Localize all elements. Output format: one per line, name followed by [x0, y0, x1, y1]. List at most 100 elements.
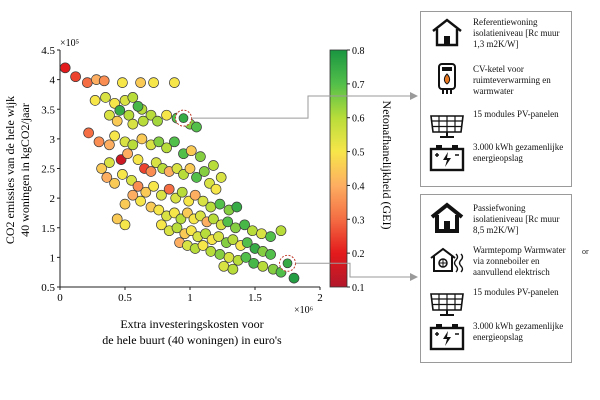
data-point [111, 115, 123, 127]
data-point [197, 240, 209, 251]
data-point [247, 225, 258, 237]
data-point [135, 77, 146, 88]
data-point [227, 263, 239, 275]
battery-icon [427, 141, 467, 173]
data-point [132, 100, 144, 112]
y-tick-label: 2 [50, 193, 56, 205]
x-axis-label-line1: Extra investeringskosten voor [120, 317, 263, 331]
panel-row-text: Warmtepomp Warmwater via zonneboiler en … [473, 245, 566, 277]
data-point [210, 183, 222, 195]
data-point [104, 109, 115, 121]
colorbar: 0.1 0.2 0.3 0.4 0.5 0.6 0.7 0.8 [329, 46, 365, 294]
data-point [169, 136, 180, 148]
data-point [153, 136, 165, 148]
panel-row: 3.000 kWh gezamenlijke energieopslag [421, 319, 571, 357]
data-point [161, 109, 172, 121]
data-point [119, 198, 131, 210]
data-point [257, 260, 269, 272]
data-point [127, 92, 139, 103]
data-point [136, 133, 148, 145]
data-point [197, 195, 209, 207]
data-point [214, 249, 226, 260]
data-point [205, 246, 217, 257]
data-point [230, 222, 241, 234]
data-point [93, 136, 105, 148]
data-point [70, 71, 81, 83]
data-point [241, 237, 253, 248]
colorbar-label: Netonafhanelijkheid (GEI) [380, 101, 394, 230]
data-point [59, 62, 71, 74]
panel-row-text: Referentiewoning isolatieniveau [Rc muur… [473, 17, 560, 49]
data-point [135, 195, 146, 207]
data-point [152, 115, 163, 127]
data-point [191, 172, 202, 183]
data-point [156, 219, 167, 231]
panel-row: CV-ketel voor ruimteverwarming en warmwa… [421, 62, 571, 100]
data-point [184, 163, 196, 174]
data-point [222, 216, 234, 228]
data-point [119, 219, 131, 231]
data-point [223, 252, 235, 263]
scenario-panel-top: Referentiewoning isolatieniveau [Rc muur… [420, 11, 572, 187]
colorbar-tick-label: 0.4 [352, 181, 365, 192]
data-point [98, 75, 110, 87]
y-tick-label: 0.5 [41, 282, 55, 294]
data-point [104, 157, 115, 168]
x-multiplier: ×10⁶ [294, 305, 314, 316]
panel-row: Passiefwoning isolatieniveau [Rc muur 8,… [421, 201, 571, 239]
data-point [89, 95, 101, 106]
connector-arrow-bottom [410, 273, 418, 281]
house-icon [427, 16, 467, 48]
data-point [127, 189, 139, 201]
y-tick-label: 1 [50, 252, 56, 264]
colorbar-tick-label: 0.5 [352, 148, 365, 159]
data-point [137, 115, 149, 127]
data-point [195, 151, 206, 162]
scenario-panel-bottom: Passiefwoning isolatieniveau [Rc muur 8,… [420, 194, 572, 363]
data-point [213, 231, 224, 242]
panel-row: 3.000 kWh gezamenlijke energieopslag [421, 140, 571, 178]
boiler-icon [427, 63, 467, 95]
battery-icon [427, 320, 467, 352]
colorbar-tick-label: 0.3 [352, 215, 365, 226]
data-point [127, 139, 139, 151]
data-point [163, 183, 175, 195]
data-point [140, 186, 152, 198]
data-point [148, 77, 159, 88]
y-tick-label: 3 [50, 134, 56, 146]
data-point [191, 121, 202, 133]
data-point [248, 257, 260, 269]
data-point [227, 234, 239, 245]
data-point [83, 127, 94, 139]
data-point [101, 172, 113, 183]
house-bold-icon [427, 202, 467, 234]
y-axis-label-line2: 40 woningen in kgCO2/jaar [18, 103, 32, 237]
solar-panel-icon [427, 108, 467, 140]
x-tick-label: 1 [187, 292, 193, 304]
colorbar-tick-label: 0.2 [352, 249, 365, 260]
data-points [59, 62, 300, 284]
y-tick-label: 4.5 [41, 45, 55, 57]
data-point [127, 118, 139, 130]
data-point [100, 92, 111, 103]
data-point [189, 189, 201, 201]
data-point [132, 180, 144, 192]
colorbar-tick-label: 0.8 [352, 46, 365, 57]
data-point [218, 260, 230, 272]
data-point [215, 172, 227, 183]
data-point [265, 231, 276, 242]
data-point [109, 130, 120, 142]
x-tick-label: 2 [317, 292, 323, 304]
data-point [265, 249, 276, 260]
data-point [169, 77, 180, 88]
x-tick-label: 0 [57, 292, 63, 304]
highlighted-point [178, 113, 189, 123]
data-point [214, 198, 226, 210]
panel-row-text: Passiefwoning isolatieniveau [Rc muur 8,… [473, 203, 560, 235]
data-point [161, 142, 172, 154]
colorbar-tick-label: 0.6 [352, 114, 365, 125]
highlighted-point [282, 258, 293, 269]
panel-row-text: 3.000 kWh gezamenlijke energieopslag [473, 321, 564, 342]
y-tick-label: 1.5 [41, 223, 55, 235]
data-point [109, 177, 120, 189]
